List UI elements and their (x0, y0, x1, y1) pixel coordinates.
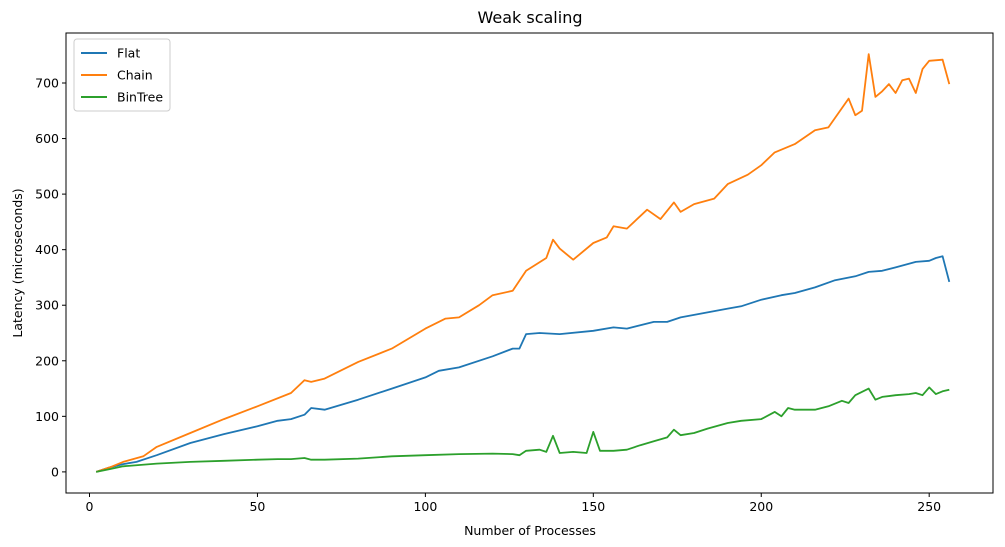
axes: 0 50 100 150 200 250 0 100 200 300 400 500 600 700 (35, 32, 994, 514)
x-tick-label: 150 (581, 499, 605, 514)
y-tick-label: 0 (51, 464, 59, 479)
y-tick-label: 100 (35, 409, 59, 424)
legend-box (73, 38, 171, 112)
x-axis-label: Number of Processes (464, 523, 596, 538)
y-tick-label: 200 (35, 353, 59, 368)
x-tick-label: 50 (249, 499, 265, 514)
legend-label-chain: Chain (117, 68, 153, 83)
y-tick-label: 700 (35, 76, 59, 91)
x-tick-label: 200 (749, 499, 773, 514)
x-tick-label: 100 (413, 499, 437, 514)
x-tick-label: 250 (917, 499, 941, 514)
chart-title: Weak scaling (477, 8, 582, 27)
legend-label-bintree: BinTree (117, 90, 163, 105)
series-line-chain (95, 53, 951, 473)
y-tick-label: 300 (35, 298, 59, 313)
legend: Flat Chain BinTree (73, 38, 171, 112)
x-tick-label: 0 (86, 499, 94, 514)
y-axis-label: Latency (microseconds) (10, 188, 25, 337)
legend-label-flat: Flat (117, 46, 140, 61)
axes-frame (65, 32, 994, 494)
series-line-bintree (96, 386, 950, 473)
series-line-flat (95, 255, 951, 473)
y-tick-label: 400 (35, 242, 59, 257)
y-tick-label: 500 (35, 187, 59, 202)
plot-area (95, 53, 951, 473)
y-tick-label: 600 (35, 131, 59, 146)
